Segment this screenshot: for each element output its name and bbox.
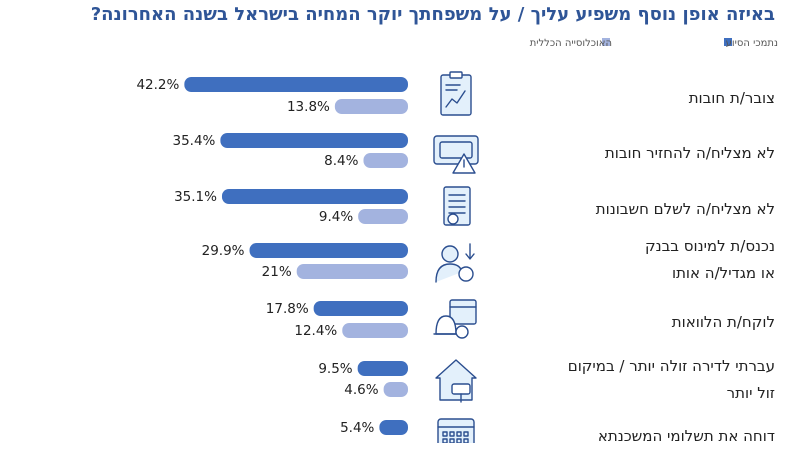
data-label: 12.4% xyxy=(294,323,337,339)
invoice-icon xyxy=(443,186,471,226)
bar-primary xyxy=(357,361,408,376)
calendar-bell-icon xyxy=(433,299,477,339)
data-label: 8.4% xyxy=(324,153,358,169)
bar-primary xyxy=(184,77,408,92)
category-label-line: לא מצליח/ה להחזיר חובות xyxy=(604,143,775,162)
data-label: 13.8% xyxy=(287,99,330,115)
category-label-line: או מגדיל/ה אותו xyxy=(671,264,775,282)
category-label: דוחה את תשלומי המשכנתא xyxy=(598,423,775,450)
category-label: לא מצליח/ה לשלם חשבונות xyxy=(596,196,775,223)
legend-label: נתמכי הסיוע xyxy=(726,38,778,49)
data-label: 42.2% xyxy=(136,77,179,93)
data-label: 35.1% xyxy=(174,189,217,205)
bar-primary xyxy=(379,420,408,435)
icons xyxy=(433,71,479,443)
chart-clipboard-icon xyxy=(440,71,472,116)
data-label: 17.8% xyxy=(266,301,309,317)
bar-primary xyxy=(313,301,408,316)
bar-primary xyxy=(220,133,408,148)
house-mailbox-icon xyxy=(435,359,477,403)
category-label: נכנס/ת למינוס בבנק או מגדיל/ה אותו xyxy=(645,233,775,287)
category-label-line: לא מצליח/ה לשלם חשבונות xyxy=(595,199,775,218)
category-label: עברתי לדירה זולה יותר / במיקום זול יותר xyxy=(568,353,775,407)
bar-secondary xyxy=(342,323,408,338)
bar-primary xyxy=(221,189,408,204)
calendar-icon xyxy=(437,418,475,443)
bill-warning-icon xyxy=(433,135,479,174)
category-label: לא מצליח/ה להחזיר חובות xyxy=(605,140,775,167)
category-label-line: עברתי לדירה זולה יותר / במיקום xyxy=(567,357,775,375)
data-label: 35.4% xyxy=(172,133,215,149)
legend-swatch xyxy=(724,38,732,46)
bar-secondary xyxy=(296,264,408,279)
category-label-line: לוקח/ת הלוואות xyxy=(671,312,775,331)
legend-swatch xyxy=(602,38,610,46)
category-label: לוקח/ת הלוואות xyxy=(672,309,775,336)
bar-secondary xyxy=(383,382,408,397)
category-label-line: זול יותר xyxy=(726,384,775,402)
data-label: 29.9% xyxy=(202,243,245,259)
bar-secondary xyxy=(363,153,408,168)
person-money-icon xyxy=(435,243,475,283)
chart-title: באיזה אופן נוסף משפיע עליך / על משפחתך י… xyxy=(90,4,775,25)
data-label: 4.6% xyxy=(344,382,378,398)
data-label: 5.4% xyxy=(340,420,374,436)
data-label: 21% xyxy=(262,264,292,280)
bar-primary xyxy=(249,243,408,258)
data-label: 9.5% xyxy=(318,361,352,377)
legend-label: האוכלוסייה הכללית xyxy=(530,38,612,49)
bar-secondary xyxy=(334,99,408,114)
bars: 42.2% 35.4% 35.1% 29.9% 17.8% 9.5% 5.4% 13.8% 8.… xyxy=(136,77,408,436)
legend: נתמכי הסיוע האוכלוסייה הכללית xyxy=(530,38,778,49)
category-label-line: דוחה את תשלומי המשכנתא xyxy=(597,426,775,445)
category-label-line: נכנס/ת למינוס בבנק xyxy=(644,237,775,255)
bar-secondary xyxy=(358,209,408,224)
data-label: 9.4% xyxy=(319,209,353,225)
category-label-line: צובר/ת חובות xyxy=(688,88,775,107)
category-label: צובר/ת חובות xyxy=(689,85,775,112)
